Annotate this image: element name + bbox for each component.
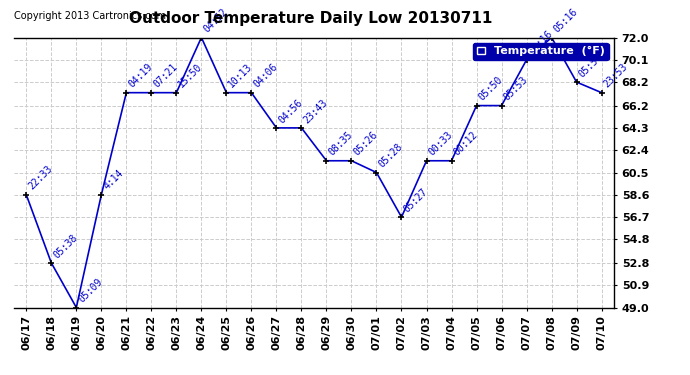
- Text: 04:06: 04:06: [251, 62, 279, 90]
- Text: Outdoor Temperature Daily Low 20130711: Outdoor Temperature Daily Low 20130711: [129, 11, 492, 26]
- Text: 05:16: 05:16: [551, 7, 580, 34]
- Text: 04:56: 04:56: [277, 97, 304, 125]
- Text: 04:19: 04:19: [126, 62, 154, 90]
- Text: 10:13: 10:13: [226, 62, 254, 90]
- Text: 05:28: 05:28: [377, 142, 404, 170]
- Legend: Temperature  (°F): Temperature (°F): [473, 43, 609, 60]
- Text: 15:50: 15:50: [177, 62, 204, 90]
- Text: 23:43: 23:43: [302, 97, 329, 125]
- Text: Copyright 2013 Cartronics.com: Copyright 2013 Cartronics.com: [14, 11, 166, 21]
- Text: 05:50: 05:50: [477, 75, 504, 103]
- Text: 05:38: 05:38: [51, 232, 79, 260]
- Text: 04:52: 04:52: [201, 7, 229, 34]
- Text: 05:53: 05:53: [502, 75, 529, 103]
- Text: 07:21: 07:21: [151, 62, 179, 90]
- Text: 4:14: 4:14: [101, 168, 125, 192]
- Text: 05:27: 05:27: [402, 186, 429, 214]
- Text: 05:09: 05:09: [77, 277, 104, 304]
- Text: 23:53: 23:53: [602, 62, 629, 90]
- Text: 05:54: 05:54: [577, 51, 604, 79]
- Text: 00:12: 00:12: [451, 130, 480, 158]
- Text: 03:16: 03:16: [526, 29, 554, 57]
- Text: 08:35: 08:35: [326, 130, 354, 158]
- Text: 00:33: 00:33: [426, 130, 454, 158]
- Text: 05:26: 05:26: [351, 130, 380, 158]
- Text: 22:33: 22:33: [26, 164, 54, 192]
